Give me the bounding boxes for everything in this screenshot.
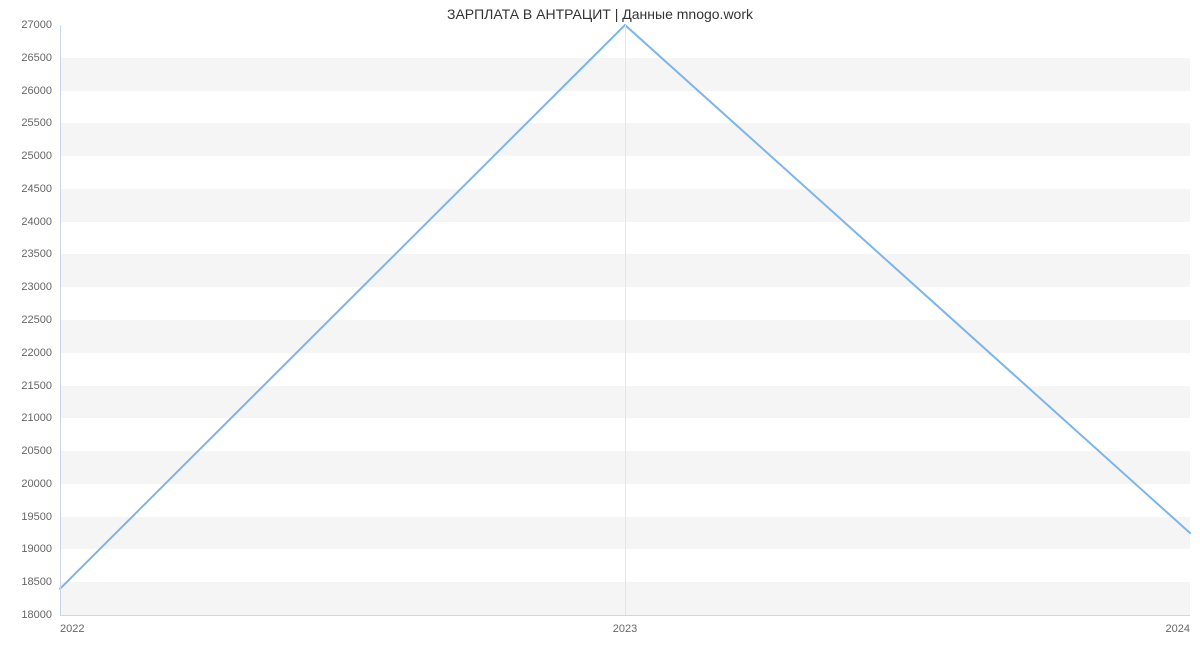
chart-title: ЗАРПЛАТА В АНТРАЦИТ | Данные mnogo.work xyxy=(0,6,1200,22)
y-tick-label: 25500 xyxy=(21,117,60,129)
x-tick-label: 2023 xyxy=(613,615,637,635)
y-tick-label: 25000 xyxy=(21,150,60,162)
y-tick-label: 26500 xyxy=(21,52,60,64)
y-tick-label: 23000 xyxy=(21,281,60,293)
x-axis-line xyxy=(60,615,1190,616)
y-tick-label: 18000 xyxy=(21,609,60,621)
y-tick-label: 21000 xyxy=(21,412,60,424)
plot-area: 1800018500190001950020000205002100021500… xyxy=(60,25,1190,615)
y-tick-label: 22500 xyxy=(21,314,60,326)
chart-container: ЗАРПЛАТА В АНТРАЦИТ | Данные mnogo.work … xyxy=(0,0,1200,650)
y-tick-label: 24000 xyxy=(21,216,60,228)
x-tick-label: 2024 xyxy=(1166,615,1190,635)
x-tick-label: 2022 xyxy=(60,615,84,635)
y-tick-label: 23500 xyxy=(21,248,60,260)
y-tick-label: 19000 xyxy=(21,543,60,555)
y-tick-label: 27000 xyxy=(21,19,60,31)
y-tick-label: 20500 xyxy=(21,445,60,457)
y-tick-label: 19500 xyxy=(21,511,60,523)
y-tick-label: 24500 xyxy=(21,183,60,195)
y-tick-label: 22000 xyxy=(21,347,60,359)
y-axis-line xyxy=(60,25,61,615)
y-tick-label: 20000 xyxy=(21,478,60,490)
y-tick-label: 21500 xyxy=(21,380,60,392)
y-tick-label: 26000 xyxy=(21,85,60,97)
y-tick-label: 18500 xyxy=(21,576,60,588)
x-gridline xyxy=(625,25,626,615)
